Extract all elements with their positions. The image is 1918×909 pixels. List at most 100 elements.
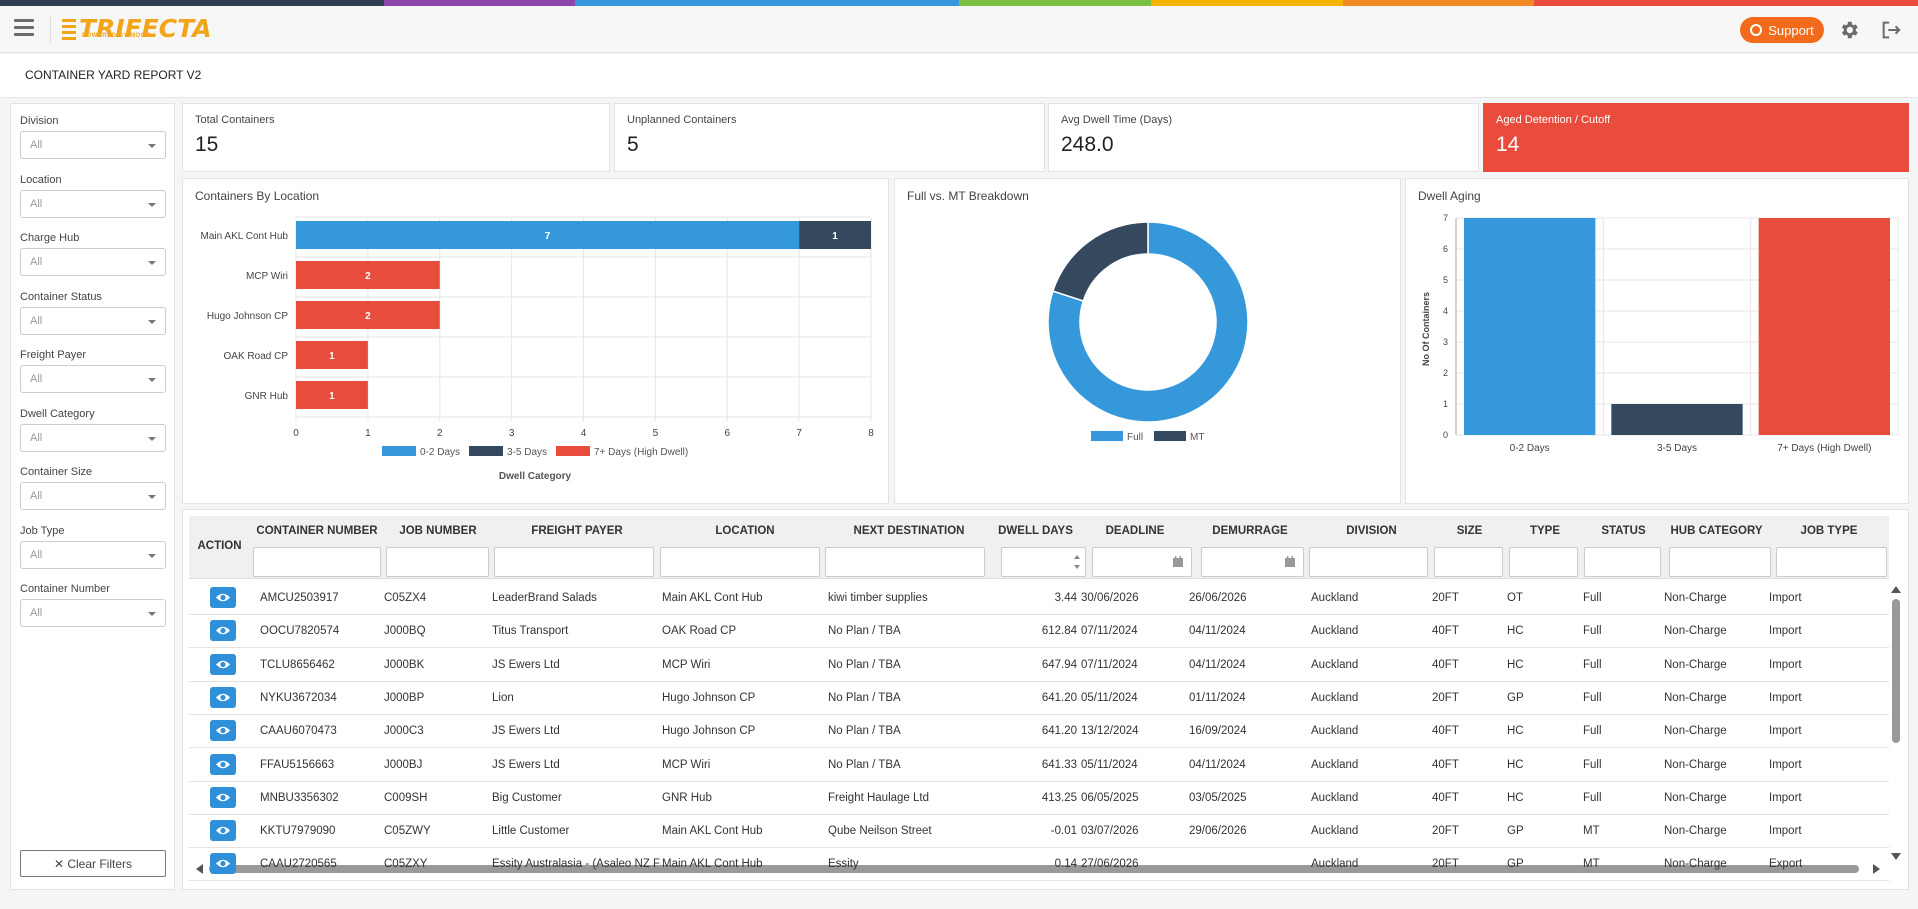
column-header[interactable]: ACTION bbox=[197, 540, 242, 552]
hamburger-menu-icon[interactable] bbox=[14, 19, 34, 37]
table-cell: OOCU7820574 bbox=[260, 625, 340, 638]
filter-select[interactable]: All bbox=[20, 189, 166, 218]
table-row[interactable]: CAAU6070473 J000C3 JS Ewers Ltd Hugo Johnso… bbox=[189, 715, 1889, 749]
calendar-icon[interactable] bbox=[1285, 556, 1295, 567]
table-row[interactable]: TCLU8656462 J000BK JS Ewers Ltd MCP Wiri No … bbox=[189, 649, 1889, 682]
table-row[interactable]: OOCU7820574 J000BQ Titus Transport OAK Road… bbox=[189, 615, 1889, 649]
column-header[interactable]: DEADLINE bbox=[1105, 525, 1165, 537]
filter-select[interactable]: All bbox=[20, 482, 166, 510]
dwell-aging-bar-chart: 0 1 2 3 4 5 6 7 0-2 Days 3-5 Days 7+ Days (High Dw… bbox=[1421, 213, 1899, 454]
bar-segment[interactable] bbox=[296, 301, 440, 329]
column-header[interactable]: DIVISION bbox=[1346, 525, 1397, 537]
column-header[interactable]: HUB CATEGORY bbox=[1670, 525, 1763, 537]
table-row[interactable]: AMCU2503917 C05ZX4 LeaderBrand Salads Main … bbox=[189, 582, 1889, 615]
view-eye-icon[interactable] bbox=[210, 753, 236, 775]
column-header[interactable]: JOB NUMBER bbox=[399, 525, 477, 537]
column-filter-input[interactable] bbox=[1776, 547, 1887, 577]
bar[interactable] bbox=[1611, 404, 1743, 435]
column-header[interactable]: FREIGHT PAYER bbox=[531, 525, 623, 537]
filter-select[interactable]: All bbox=[20, 540, 166, 569]
filter-select[interactable]: All bbox=[20, 365, 166, 393]
view-eye-icon[interactable] bbox=[210, 686, 236, 708]
table-row[interactable]: CAAU2720565 C05ZXY Essity Australasia - (A… bbox=[189, 848, 1889, 882]
column-header[interactable]: STATUS bbox=[1601, 525, 1646, 537]
column-filter-input[interactable] bbox=[494, 547, 654, 577]
top-bar: TRIFECTA POWERED BY MOGO Support bbox=[0, 6, 1918, 53]
category-label: Main AKL Cont Hub bbox=[201, 231, 289, 242]
column-header[interactable]: CONTAINER NUMBER bbox=[256, 525, 378, 537]
support-button[interactable]: Support bbox=[1740, 17, 1824, 43]
table-cell: 413.25 bbox=[1041, 791, 1077, 804]
column-filter-input[interactable] bbox=[1001, 547, 1086, 577]
donut-slice[interactable] bbox=[1051, 221, 1149, 302]
filter-select[interactable]: All bbox=[20, 248, 166, 276]
table-cell: JS Ewers Ltd bbox=[492, 658, 560, 671]
filter-select[interactable]: All bbox=[20, 306, 166, 335]
column-filter-input[interactable] bbox=[253, 547, 381, 577]
view-eye-icon[interactable] bbox=[210, 720, 236, 742]
table-cell: Hugo Johnson CP bbox=[662, 725, 756, 738]
page-title: CONTAINER YARD REPORT V2 bbox=[25, 68, 202, 82]
bar-segment[interactable] bbox=[296, 261, 440, 289]
column-filter-input[interactable] bbox=[660, 547, 820, 577]
table-cell: 05/11/2024 bbox=[1081, 758, 1138, 771]
table-cell: CAAU2720565 bbox=[260, 858, 337, 871]
table-cell: J000BJ bbox=[384, 758, 423, 771]
filter-sidebar: Container Number All Job Type All Container … bbox=[10, 103, 175, 890]
table-cell: Essity Australasia - (Asaleo NZ Fo bbox=[492, 858, 660, 871]
filter-select[interactable]: All bbox=[20, 423, 166, 452]
bar-segment[interactable] bbox=[296, 221, 800, 249]
clear-filters-button[interactable]: ✕ Clear Filters bbox=[20, 850, 166, 877]
filter-select[interactable]: All bbox=[20, 599, 166, 627]
calendar-icon[interactable] bbox=[1173, 556, 1183, 567]
bar-segment[interactable] bbox=[296, 341, 368, 369]
column-filter-input[interactable] bbox=[1669, 547, 1771, 577]
panel-title: Full vs. MT Breakdown bbox=[907, 189, 1029, 203]
table-row[interactable]: FFAU5156663 J000BJ JS Ewers Ltd MCP Wiri No … bbox=[189, 749, 1889, 782]
kpi-label: Avg Dwell Time (Days) bbox=[1061, 114, 1173, 126]
table-row[interactable]: KKTU7979090 C05ZWY Little Customer Main AKL… bbox=[189, 815, 1889, 849]
column-header[interactable]: TYPE bbox=[1529, 525, 1561, 537]
view-eye-icon[interactable] bbox=[210, 853, 236, 875]
column-filter-input[interactable] bbox=[825, 547, 985, 577]
bar-segment[interactable] bbox=[296, 381, 368, 409]
table-cell: OAK Road CP bbox=[662, 625, 737, 638]
column-filter-input[interactable] bbox=[1509, 547, 1578, 577]
view-eye-icon[interactable] bbox=[210, 587, 236, 608]
column-filter-input[interactable] bbox=[1201, 547, 1304, 577]
view-eye-icon[interactable] bbox=[210, 820, 236, 842]
logout-icon[interactable] bbox=[1880, 19, 1902, 41]
column-header[interactable]: NEXT DESTINATION bbox=[853, 525, 965, 537]
table-row[interactable]: MNBU3356302 C009SH Big Customer GNR Hub Frei… bbox=[189, 782, 1889, 815]
column-header[interactable]: LOCATION bbox=[715, 525, 775, 537]
bar[interactable] bbox=[1464, 218, 1596, 435]
filter-select[interactable]: All bbox=[20, 131, 166, 159]
view-eye-icon[interactable] bbox=[210, 786, 236, 808]
bar[interactable] bbox=[1758, 218, 1890, 435]
vertical-scrollbar[interactable] bbox=[1889, 583, 1903, 863]
column-filter-input[interactable] bbox=[1434, 547, 1503, 577]
column-filter-input[interactable] bbox=[386, 547, 489, 577]
column-header[interactable]: DEMURRAGE bbox=[1212, 525, 1288, 537]
y-tick-label: 7 bbox=[1443, 213, 1448, 223]
table-cell: LeaderBrand Salads bbox=[492, 592, 597, 604]
donut-slice[interactable] bbox=[1047, 221, 1249, 423]
table-cell: GNR Hub bbox=[662, 791, 712, 804]
spinner-icon[interactable] bbox=[1073, 552, 1081, 572]
view-eye-icon[interactable] bbox=[210, 620, 236, 642]
column-header[interactable]: SIZE bbox=[1456, 525, 1483, 537]
column-filter-input[interactable] bbox=[1584, 547, 1661, 577]
column-header[interactable]: JOB TYPE bbox=[1800, 525, 1858, 537]
table-row[interactable]: NYKU3672034 J000BP Lion Hugo Johnson CP No P… bbox=[189, 682, 1889, 715]
gear-icon[interactable] bbox=[1838, 19, 1860, 41]
horizontal-scrollbar[interactable] bbox=[193, 862, 1883, 876]
table-cell: JS Ewers Ltd bbox=[492, 758, 560, 771]
legend-label: 0-2 Days bbox=[420, 447, 460, 458]
column-filter-input[interactable] bbox=[1092, 547, 1192, 577]
bar-segment[interactable] bbox=[799, 221, 871, 249]
table-cell: 20FT bbox=[1432, 858, 1459, 871]
column-filter-input[interactable] bbox=[1309, 547, 1428, 577]
view-eye-icon[interactable] bbox=[210, 653, 236, 675]
table-cell: Hugo Johnson CP bbox=[662, 691, 756, 704]
column-header[interactable]: DWELL DAYS bbox=[998, 525, 1073, 537]
